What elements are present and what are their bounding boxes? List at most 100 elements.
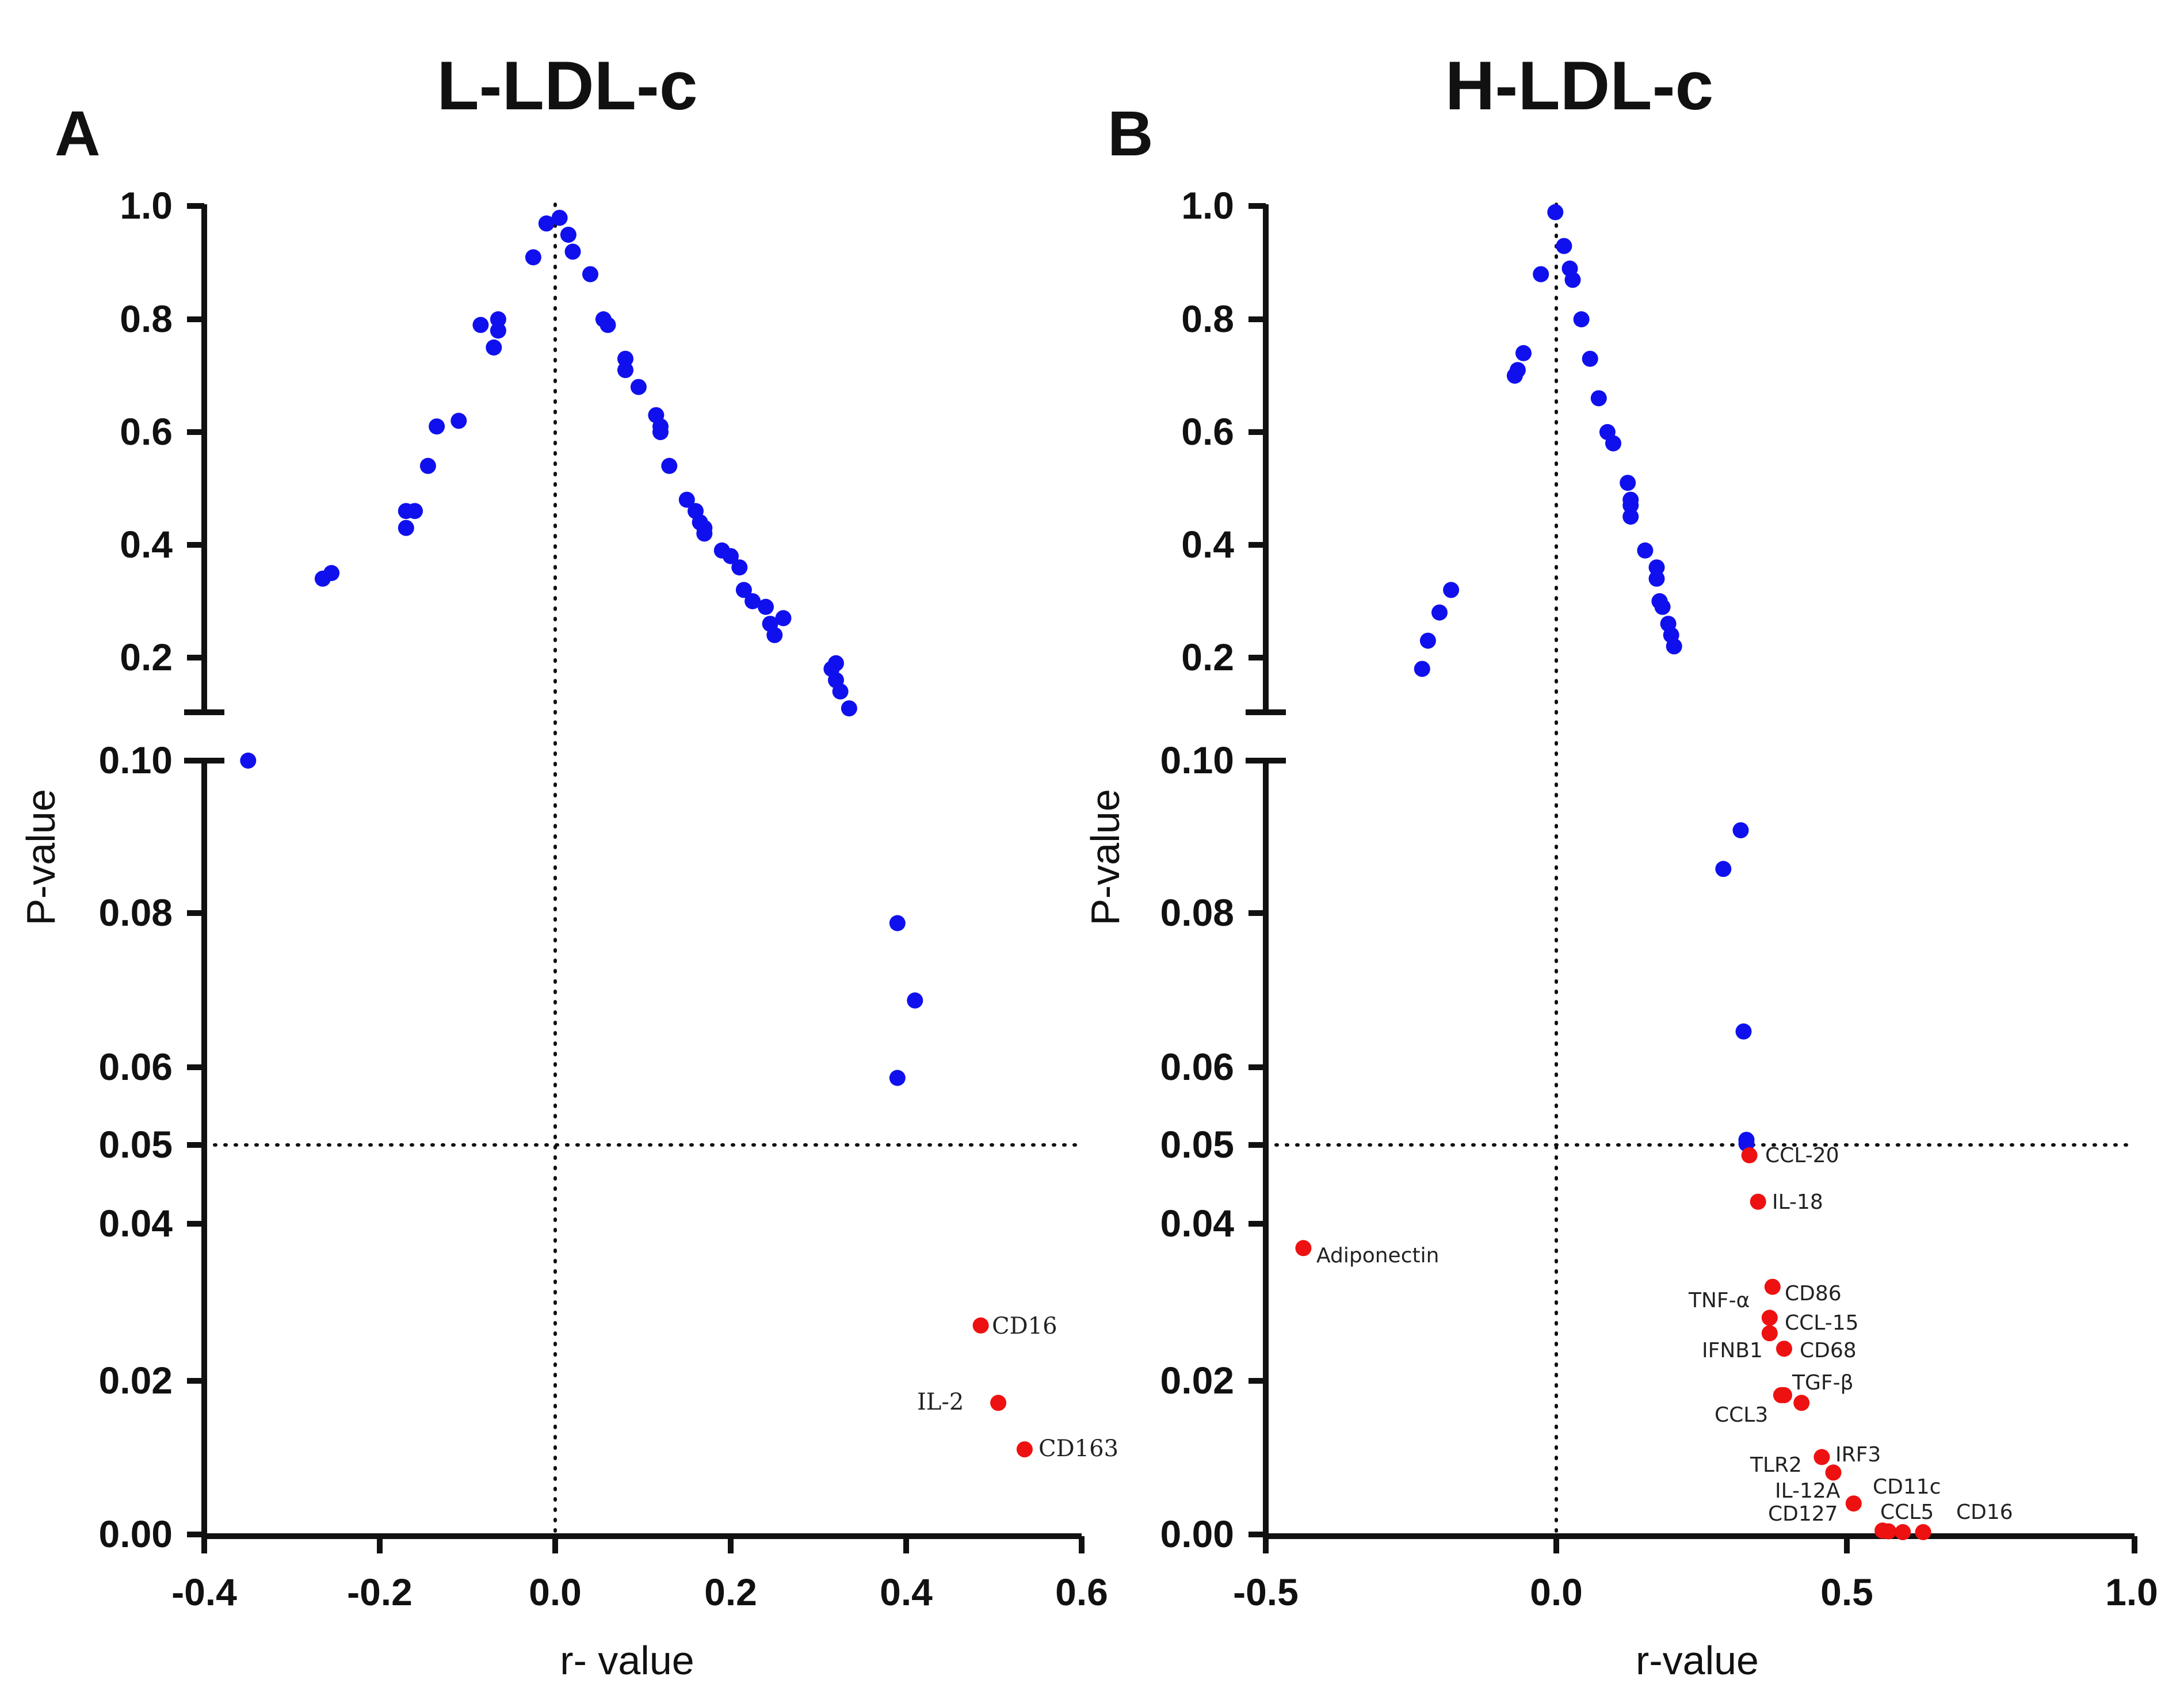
panel-a-x-axis-label: r- value xyxy=(560,1638,694,1683)
panel-b-blue-point xyxy=(1414,660,1430,677)
panel-a-blue-point xyxy=(564,243,581,260)
panel-a-blue-point xyxy=(907,992,923,1009)
panel-a-xtick-label: -0.2 xyxy=(347,1571,413,1613)
panel-a-letter: A xyxy=(55,98,100,169)
panel-b-ytick-label: 0.8 xyxy=(1181,297,1234,340)
panel-a-xtick-label: 0.4 xyxy=(880,1571,933,1613)
panel-b-blue-point xyxy=(1556,238,1572,254)
panel-a-blue-point xyxy=(766,627,783,643)
panel-a-ytick-label: 0.6 xyxy=(120,410,173,453)
panel-b-ytick-label: 0.10 xyxy=(1160,739,1234,781)
panel-b-red-point xyxy=(1880,1523,1897,1540)
panel-b-blue-point xyxy=(1515,345,1532,361)
panel-a-y-axis-label: P-value xyxy=(18,789,63,925)
panel-b-letter: B xyxy=(1108,98,1153,169)
panel-b-ytick-label: 0.4 xyxy=(1181,523,1234,566)
panel-a-point-label: CD163 xyxy=(1038,1435,1118,1462)
panel-b-ytick-label: 0.05 xyxy=(1160,1123,1234,1166)
panel-a-blue-point xyxy=(841,700,857,717)
panel-b-y-axis-label: P-value xyxy=(1083,789,1128,925)
panel-a-blue-point xyxy=(617,362,633,379)
panel-b-ytick-label: 0.00 xyxy=(1160,1513,1234,1555)
panel-a-blue-point xyxy=(630,379,647,395)
panel-b-red-point xyxy=(1741,1147,1758,1163)
panel-b-blue-point xyxy=(1648,570,1665,587)
panel-b-red-point xyxy=(1750,1193,1766,1210)
panel-b-point-label: TLR2 xyxy=(1750,1453,1802,1477)
panel-b-blue-point xyxy=(1735,1023,1752,1040)
panel-b-point-label: CCL3 xyxy=(1715,1403,1768,1427)
panel-b-points xyxy=(1295,204,1931,1540)
panel-b-blue-point xyxy=(1547,204,1564,220)
panel-a-blue-point xyxy=(419,457,436,474)
panel-a-blue-point xyxy=(723,548,739,564)
panel-a-blue-point xyxy=(832,683,849,700)
panel-b-blue-point xyxy=(1573,311,1590,327)
panel-b-ytick-label: 0.08 xyxy=(1160,891,1234,934)
panel-b-blue-point xyxy=(1622,497,1639,514)
panel-b-point-label: Adiponectin xyxy=(1316,1244,1439,1267)
panel-a-blue-point xyxy=(828,655,844,671)
panel-b-blue-point xyxy=(1582,350,1598,367)
panel-a-blue-point xyxy=(889,915,906,931)
panel-a-ytick-label: 0.00 xyxy=(99,1513,173,1555)
panel-a-blue-point xyxy=(600,316,616,333)
panel-b-xtick-label: 0.5 xyxy=(1820,1571,1873,1613)
panel-b-blue-point xyxy=(1533,266,1549,282)
panel-b-point-label: CD86 xyxy=(1785,1282,1842,1305)
panel-a-ytick-label: 0.2 xyxy=(120,636,173,678)
panel-b-blue-point xyxy=(1431,604,1448,621)
panel-b-blue-point xyxy=(1637,542,1654,559)
panel-b: B H-LDL-c 0.2 0.4 0.6 xyxy=(1083,47,2158,1683)
panel-b-point-label: CD68 xyxy=(1800,1339,1857,1362)
panel-b-xtick-label: 0.0 xyxy=(1530,1571,1583,1613)
panel-a-blue-point xyxy=(731,559,748,576)
panel-a-xtick-label: -0.4 xyxy=(171,1571,237,1613)
panel-b-blue-point xyxy=(1715,861,1732,877)
panel-a-blue-point xyxy=(450,413,467,429)
panel-a-blue-point xyxy=(551,209,568,226)
panel-a-ytick-label: 0.04 xyxy=(99,1202,173,1244)
panel-a-ytick-label: 0.06 xyxy=(99,1045,173,1088)
panel-b-blue-point xyxy=(1590,390,1607,407)
panel-b-point-label: CD16 xyxy=(1956,1501,2013,1524)
panel-a-blue-point xyxy=(525,249,541,266)
panel-a-blue-point xyxy=(398,520,414,536)
panel-b-blue-point xyxy=(1564,272,1581,288)
panel-a-blue-point xyxy=(661,457,678,474)
panel-b-blue-point xyxy=(1419,632,1436,649)
panel-a-blue-point xyxy=(538,215,555,232)
panel-a-title: L-LDL-c xyxy=(437,47,697,124)
panel-b-ytick-label: 0.2 xyxy=(1181,636,1234,678)
panel-b-red-point xyxy=(1761,1325,1778,1342)
panel-b-red-point xyxy=(1773,1387,1789,1403)
panel-a-blue-point xyxy=(407,503,423,520)
panel-a-ytick-label: 0.08 xyxy=(99,891,173,934)
panel-b-red-point xyxy=(1295,1240,1312,1257)
panel-b-red-point xyxy=(1825,1464,1842,1481)
panel-b-red-point xyxy=(1761,1309,1778,1326)
panel-b-point-label: IRF3 xyxy=(1835,1443,1881,1467)
panel-b-blue-point xyxy=(1622,509,1639,525)
panel-a-xtick-label: 0.6 xyxy=(1055,1571,1108,1613)
panel-b-point-label: TGF-β xyxy=(1792,1371,1854,1395)
panel-b-ytick-label: 0.02 xyxy=(1160,1359,1234,1402)
panel-b-xtick-label: -0.5 xyxy=(1233,1571,1299,1613)
panel-a-blue-point xyxy=(560,227,576,243)
panel-b-red-point xyxy=(1776,1341,1792,1357)
panel-a-red-point xyxy=(990,1395,1007,1411)
panel-a-blue-point xyxy=(758,598,774,615)
panel-b-ytick-label: 1.0 xyxy=(1181,184,1234,227)
panel-b-ytick-label: 0.06 xyxy=(1160,1045,1234,1088)
panel-a-ytick-label: 1.0 xyxy=(120,184,173,227)
panel-a-y-axis xyxy=(184,204,224,1536)
panel-b-point-label: CCL5 xyxy=(1880,1501,1934,1524)
panel-b-x-axis-label: r-value xyxy=(1636,1638,1759,1683)
panel-a-points xyxy=(240,209,1033,1458)
panel-a-ytick-label: 0.02 xyxy=(99,1359,173,1402)
panel-a-blue-point xyxy=(323,565,340,581)
panel-a-red-point xyxy=(1016,1441,1033,1458)
panel-a-blue-point xyxy=(735,582,752,598)
panel-a-point-label: IL-2 xyxy=(917,1389,964,1415)
